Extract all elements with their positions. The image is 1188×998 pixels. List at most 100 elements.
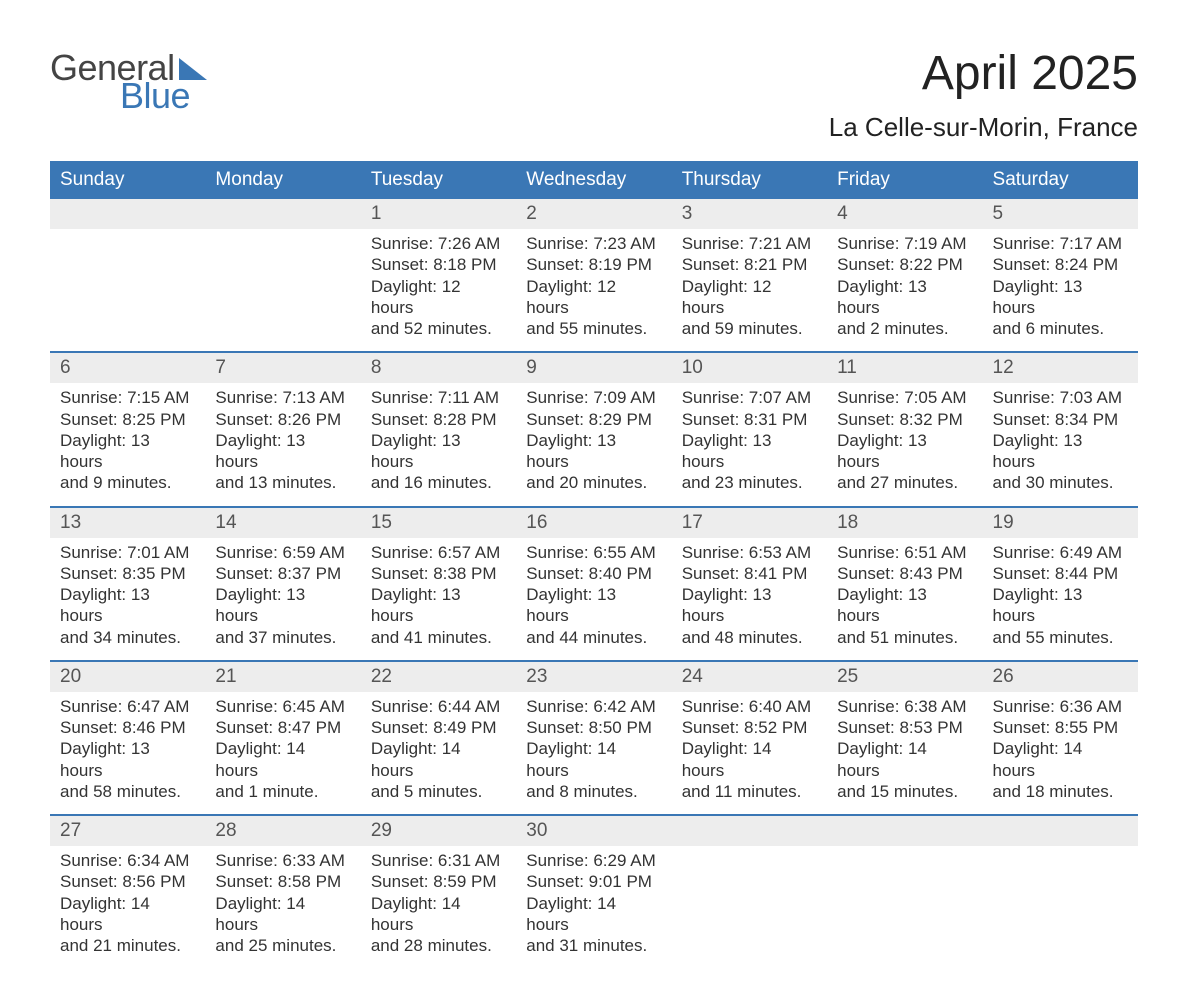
day-line: Sunrise: 6:29 AM [526,850,661,871]
content-row: Sunrise: 6:34 AMSunset: 8:56 PMDaylight:… [50,846,1138,962]
day-content [827,846,982,962]
day-line: Sunrise: 7:01 AM [60,542,195,563]
day-line: Sunrise: 6:45 AM [215,696,350,717]
day-line: and 21 minutes. [60,935,195,956]
content-row: Sunrise: 7:15 AMSunset: 8:25 PMDaylight:… [50,383,1138,499]
day-content: Sunrise: 7:26 AMSunset: 8:18 PMDaylight:… [361,229,516,345]
day-number: 1 [361,199,516,229]
day-line: and 2 minutes. [837,318,972,339]
day-number: 29 [361,816,516,846]
day-number: 22 [361,662,516,692]
day-content: Sunrise: 6:49 AMSunset: 8:44 PMDaylight:… [983,538,1138,654]
day-line: Daylight: 13 hours [993,584,1128,627]
day-line: Daylight: 13 hours [371,430,506,473]
day-line: Daylight: 14 hours [60,893,195,936]
logo-text-bottom: Blue [120,78,213,114]
page: General Blue April 2025 La Celle-sur-Mor… [0,0,1188,998]
day-number: 15 [361,508,516,538]
day-number: 23 [516,662,671,692]
day-number: 3 [672,199,827,229]
day-line: and 15 minutes. [837,781,972,802]
day-line: and 59 minutes. [682,318,817,339]
day-number: 16 [516,508,671,538]
day-line: and 30 minutes. [993,472,1128,493]
day-line: and 18 minutes. [993,781,1128,802]
day-number: 8 [361,353,516,383]
day-content: Sunrise: 6:55 AMSunset: 8:40 PMDaylight:… [516,538,671,654]
day-line: Sunrise: 6:36 AM [993,696,1128,717]
day-content: Sunrise: 6:38 AMSunset: 8:53 PMDaylight:… [827,692,982,808]
day-line: and 28 minutes. [371,935,506,956]
day-line: Sunrise: 7:19 AM [837,233,972,254]
day-line: and 13 minutes. [215,472,350,493]
day-number: 9 [516,353,671,383]
day-line: Sunset: 8:19 PM [526,254,661,275]
title-block: April 2025 La Celle-sur-Morin, France [829,50,1138,143]
day-line: and 41 minutes. [371,627,506,648]
daynum-row: 27282930 [50,816,1138,846]
day-content: Sunrise: 6:44 AMSunset: 8:49 PMDaylight:… [361,692,516,808]
day-line: Daylight: 12 hours [682,276,817,319]
day-line: Daylight: 13 hours [60,430,195,473]
day-number: 25 [827,662,982,692]
day-line: Sunset: 8:24 PM [993,254,1128,275]
day-line: and 20 minutes. [526,472,661,493]
day-line: and 48 minutes. [682,627,817,648]
day-header-friday: Friday [827,161,982,199]
day-line: Sunrise: 7:03 AM [993,387,1128,408]
day-line: Sunset: 8:55 PM [993,717,1128,738]
calendar: Sunday Monday Tuesday Wednesday Thursday… [50,161,1138,962]
day-number: 17 [672,508,827,538]
day-content: Sunrise: 7:03 AMSunset: 8:34 PMDaylight:… [983,383,1138,499]
day-line: Daylight: 14 hours [215,738,350,781]
day-line: Daylight: 13 hours [215,430,350,473]
day-content: Sunrise: 6:59 AMSunset: 8:37 PMDaylight:… [205,538,360,654]
day-header-monday: Monday [205,161,360,199]
day-line: Sunset: 8:49 PM [371,717,506,738]
day-line: and 55 minutes. [993,627,1128,648]
day-line: Sunset: 8:53 PM [837,717,972,738]
day-line: Sunrise: 6:31 AM [371,850,506,871]
day-line: Sunrise: 7:15 AM [60,387,195,408]
daynum-row: 20212223242526 [50,662,1138,692]
day-line: and 5 minutes. [371,781,506,802]
day-line: Sunrise: 6:44 AM [371,696,506,717]
day-content: Sunrise: 7:01 AMSunset: 8:35 PMDaylight:… [50,538,205,654]
day-line: and 9 minutes. [60,472,195,493]
day-line: Daylight: 13 hours [837,276,972,319]
day-number [983,816,1138,846]
day-line: and 31 minutes. [526,935,661,956]
day-line: Sunset: 8:22 PM [837,254,972,275]
day-line: Sunset: 8:21 PM [682,254,817,275]
day-line: Daylight: 12 hours [526,276,661,319]
day-line: Daylight: 13 hours [993,276,1128,319]
weeks-container: 12345Sunrise: 7:26 AMSunset: 8:18 PMDayl… [50,199,1138,962]
day-line: Daylight: 13 hours [526,430,661,473]
day-header-thursday: Thursday [672,161,827,199]
day-line: Sunset: 8:50 PM [526,717,661,738]
day-line: Sunrise: 7:07 AM [682,387,817,408]
day-number [205,199,360,229]
day-line: Sunrise: 6:34 AM [60,850,195,871]
day-header-tuesday: Tuesday [361,161,516,199]
day-line: and 25 minutes. [215,935,350,956]
daynum-row: 6789101112 [50,353,1138,383]
day-line: Sunset: 8:32 PM [837,409,972,430]
day-line: Sunrise: 6:42 AM [526,696,661,717]
day-line: Sunrise: 6:40 AM [682,696,817,717]
day-number: 11 [827,353,982,383]
day-line: Sunrise: 7:11 AM [371,387,506,408]
day-number: 12 [983,353,1138,383]
day-line: Sunrise: 6:51 AM [837,542,972,563]
day-line: Sunset: 8:34 PM [993,409,1128,430]
day-line: Sunrise: 7:17 AM [993,233,1128,254]
day-content: Sunrise: 6:51 AMSunset: 8:43 PMDaylight:… [827,538,982,654]
day-number: 6 [50,353,205,383]
day-number: 20 [50,662,205,692]
day-content: Sunrise: 7:11 AMSunset: 8:28 PMDaylight:… [361,383,516,499]
day-line: and 58 minutes. [60,781,195,802]
day-line: Sunset: 8:40 PM [526,563,661,584]
day-number: 7 [205,353,360,383]
day-line: Sunset: 8:18 PM [371,254,506,275]
day-content: Sunrise: 7:09 AMSunset: 8:29 PMDaylight:… [516,383,671,499]
